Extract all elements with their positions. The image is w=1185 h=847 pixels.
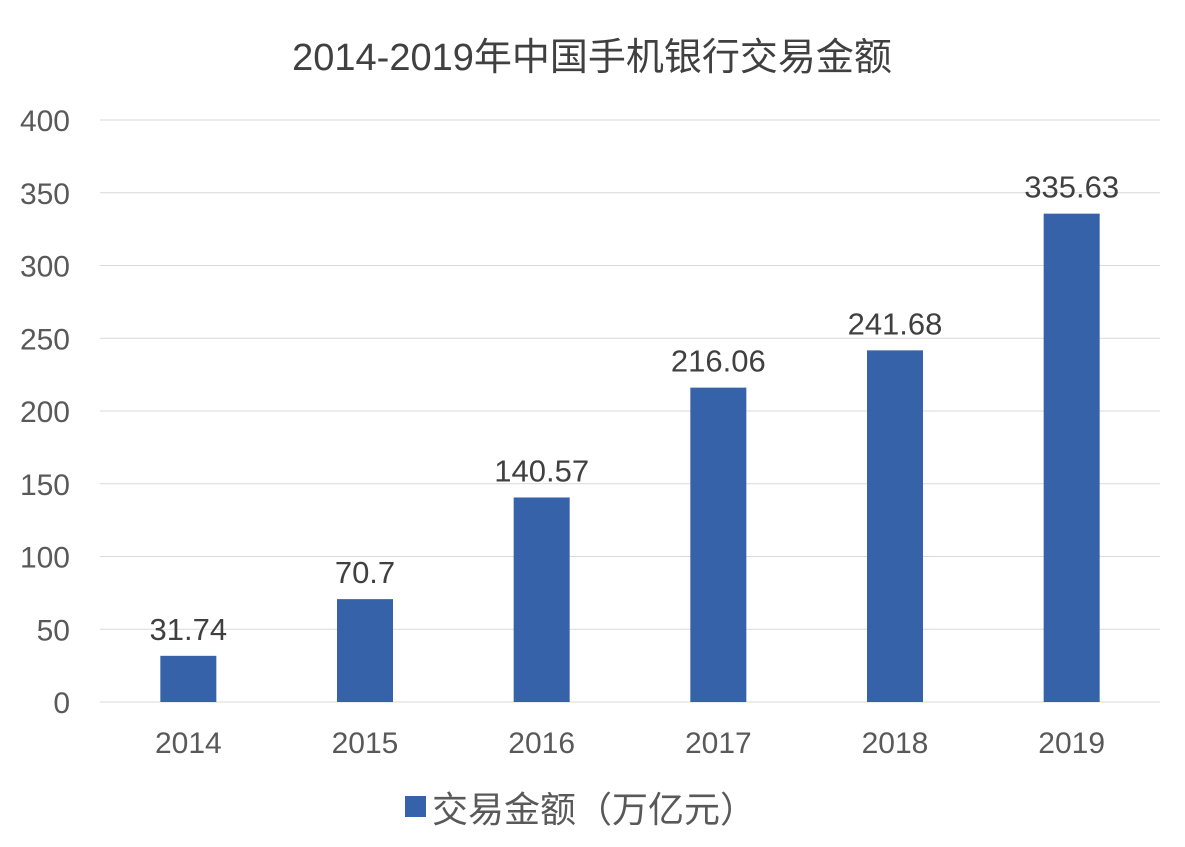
- data-label: 140.57: [494, 453, 589, 488]
- data-label: 216.06: [671, 344, 766, 379]
- legend: 交易金额（万亿元）: [405, 789, 756, 830]
- y-axis-ticks: 0 50 100 150 200 250 300 350 400: [20, 105, 70, 720]
- x-tick-label: 2015: [332, 727, 399, 760]
- y-tick-label: 100: [20, 542, 70, 575]
- bar-2018: [867, 350, 923, 702]
- x-tick-label: 2018: [862, 727, 929, 760]
- bar-2014: [160, 655, 217, 702]
- y-tick-label: 200: [20, 396, 70, 429]
- data-label: 335.63: [1024, 170, 1119, 205]
- x-tick-label: 2016: [508, 727, 575, 760]
- y-tick-label: 150: [20, 469, 70, 502]
- x-axis-ticks: 2014 2015 2016 2017 2018 2019: [155, 727, 1105, 760]
- y-tick-label: 250: [20, 323, 70, 356]
- x-tick-label: 2014: [155, 727, 222, 760]
- legend-swatch: [405, 796, 426, 817]
- bar-2015: [337, 599, 393, 702]
- y-tick-label: 300: [20, 251, 70, 284]
- y-tick-label: 50: [37, 614, 70, 647]
- bar-2016: [513, 497, 570, 702]
- x-tick-label: 2017: [685, 727, 752, 760]
- legend-label: 交易金额（万亿元）: [432, 789, 756, 830]
- bar-2019: [1043, 213, 1100, 702]
- y-tick-label: 0: [53, 687, 70, 720]
- data-label: 241.68: [848, 306, 943, 341]
- gridlines: [100, 119, 1160, 703]
- chart-title: 2014-2019年中国手机银行交易金额: [292, 37, 892, 79]
- y-tick-label: 400: [20, 105, 70, 138]
- bars: [160, 213, 1100, 702]
- data-labels: 31.74 70.7 140.57 216.06 241.68 335.63: [150, 170, 1120, 647]
- y-tick-label: 350: [20, 178, 70, 211]
- data-label: 31.74: [150, 612, 228, 647]
- bar-2017: [690, 387, 747, 702]
- x-tick-label: 2019: [1038, 727, 1105, 760]
- data-label: 70.7: [335, 555, 395, 590]
